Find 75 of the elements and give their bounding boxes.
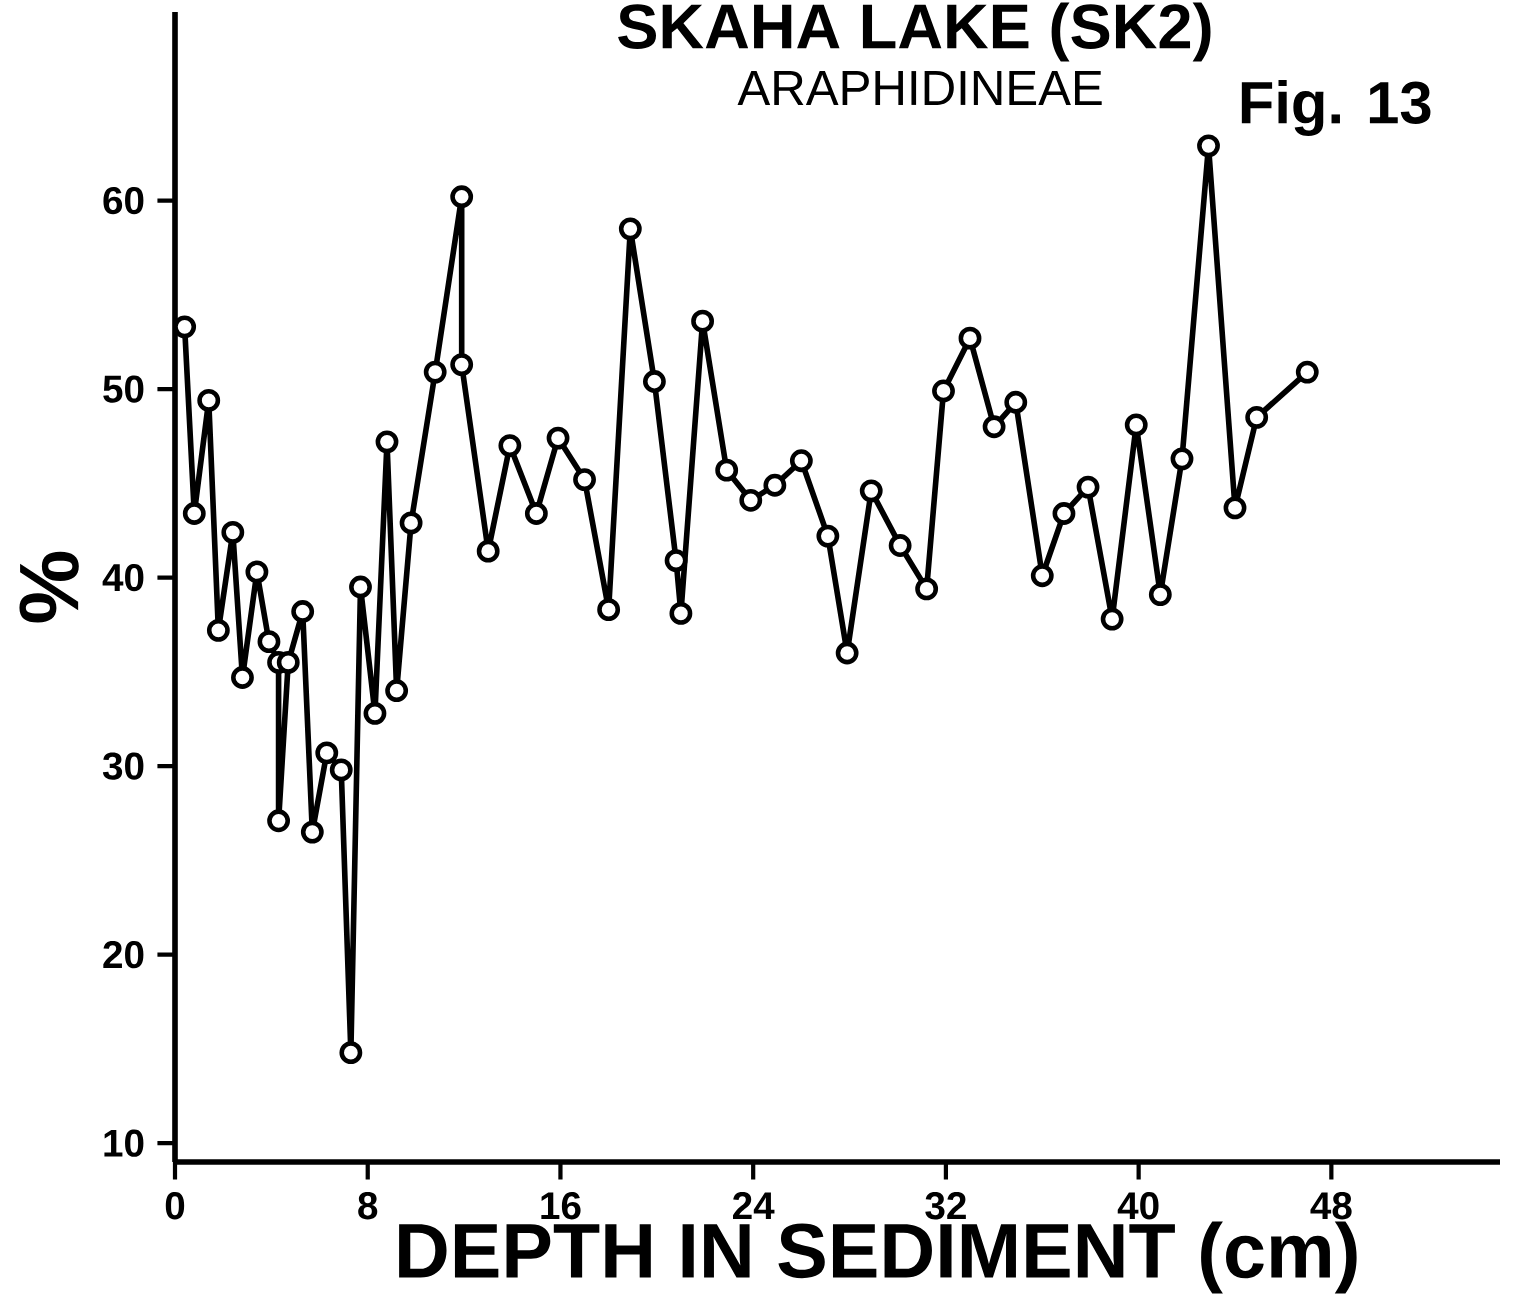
point xyxy=(231,666,254,689)
point xyxy=(664,549,688,573)
x-tick-label: 40 xyxy=(1117,1192,1159,1220)
point xyxy=(206,618,230,642)
y-tick-label: 40 xyxy=(102,563,144,592)
point xyxy=(423,360,447,384)
point xyxy=(1295,360,1319,384)
point xyxy=(669,601,693,625)
point xyxy=(1100,607,1124,631)
point xyxy=(245,560,269,584)
point xyxy=(363,701,387,725)
point xyxy=(267,809,291,833)
point xyxy=(1223,496,1247,520)
point xyxy=(1170,447,1194,471)
point xyxy=(498,434,522,458)
y-tick-label: 10 xyxy=(104,1129,144,1157)
y-tick-label: 30 xyxy=(102,752,144,780)
point xyxy=(859,479,883,503)
point xyxy=(691,309,715,333)
point xyxy=(597,598,621,622)
point xyxy=(375,430,399,454)
point xyxy=(315,741,339,765)
point xyxy=(715,458,739,482)
y-tick-label: 50 xyxy=(103,375,144,403)
text: ARAPHIDINEAE xyxy=(737,71,1102,105)
point xyxy=(1076,475,1100,499)
x-axis-title: DEPTH IN SEDIMENT (cm) xyxy=(399,1221,1357,1294)
point xyxy=(1197,134,1220,158)
x-tick-label: 16 xyxy=(541,1192,581,1220)
x-tick-label: 0 xyxy=(165,1192,185,1220)
x-tick-label: 24 xyxy=(733,1192,775,1219)
point xyxy=(739,488,763,512)
point xyxy=(1124,413,1148,437)
point xyxy=(835,641,859,665)
point xyxy=(524,502,548,525)
point xyxy=(385,679,409,703)
point xyxy=(932,379,955,403)
point xyxy=(546,426,570,450)
point xyxy=(339,1041,363,1065)
point xyxy=(1004,390,1028,414)
annotation: Fig. 13 xyxy=(1241,80,1431,136)
point xyxy=(221,520,245,544)
point xyxy=(399,511,423,535)
y-tick-label: 20 xyxy=(103,940,144,969)
point xyxy=(888,534,912,557)
point xyxy=(789,449,813,473)
chart-title: SKAHA LAKE (SK2) xyxy=(618,2,1211,62)
y-tick-label: 60 xyxy=(103,186,144,215)
x-tick-label: 8 xyxy=(358,1192,378,1220)
point xyxy=(1030,564,1054,588)
point xyxy=(257,630,281,654)
point xyxy=(618,217,642,241)
x-tick-label: 32 xyxy=(925,1192,966,1220)
point xyxy=(276,651,300,674)
point xyxy=(450,185,474,209)
point xyxy=(642,370,666,393)
point xyxy=(982,415,1006,439)
point xyxy=(573,468,596,491)
point xyxy=(476,539,500,563)
point xyxy=(300,820,324,844)
x-tick-label: 48 xyxy=(1310,1192,1352,1220)
point xyxy=(1052,502,1076,525)
point xyxy=(450,353,474,376)
point xyxy=(1148,583,1172,606)
point xyxy=(182,502,206,525)
point xyxy=(291,600,315,623)
point xyxy=(958,326,982,350)
point xyxy=(197,388,221,412)
point xyxy=(763,473,787,497)
point xyxy=(349,575,372,599)
point xyxy=(329,758,353,782)
y-axis-title: % xyxy=(19,551,79,623)
point xyxy=(816,524,840,548)
point xyxy=(1245,405,1269,429)
point xyxy=(915,577,939,601)
